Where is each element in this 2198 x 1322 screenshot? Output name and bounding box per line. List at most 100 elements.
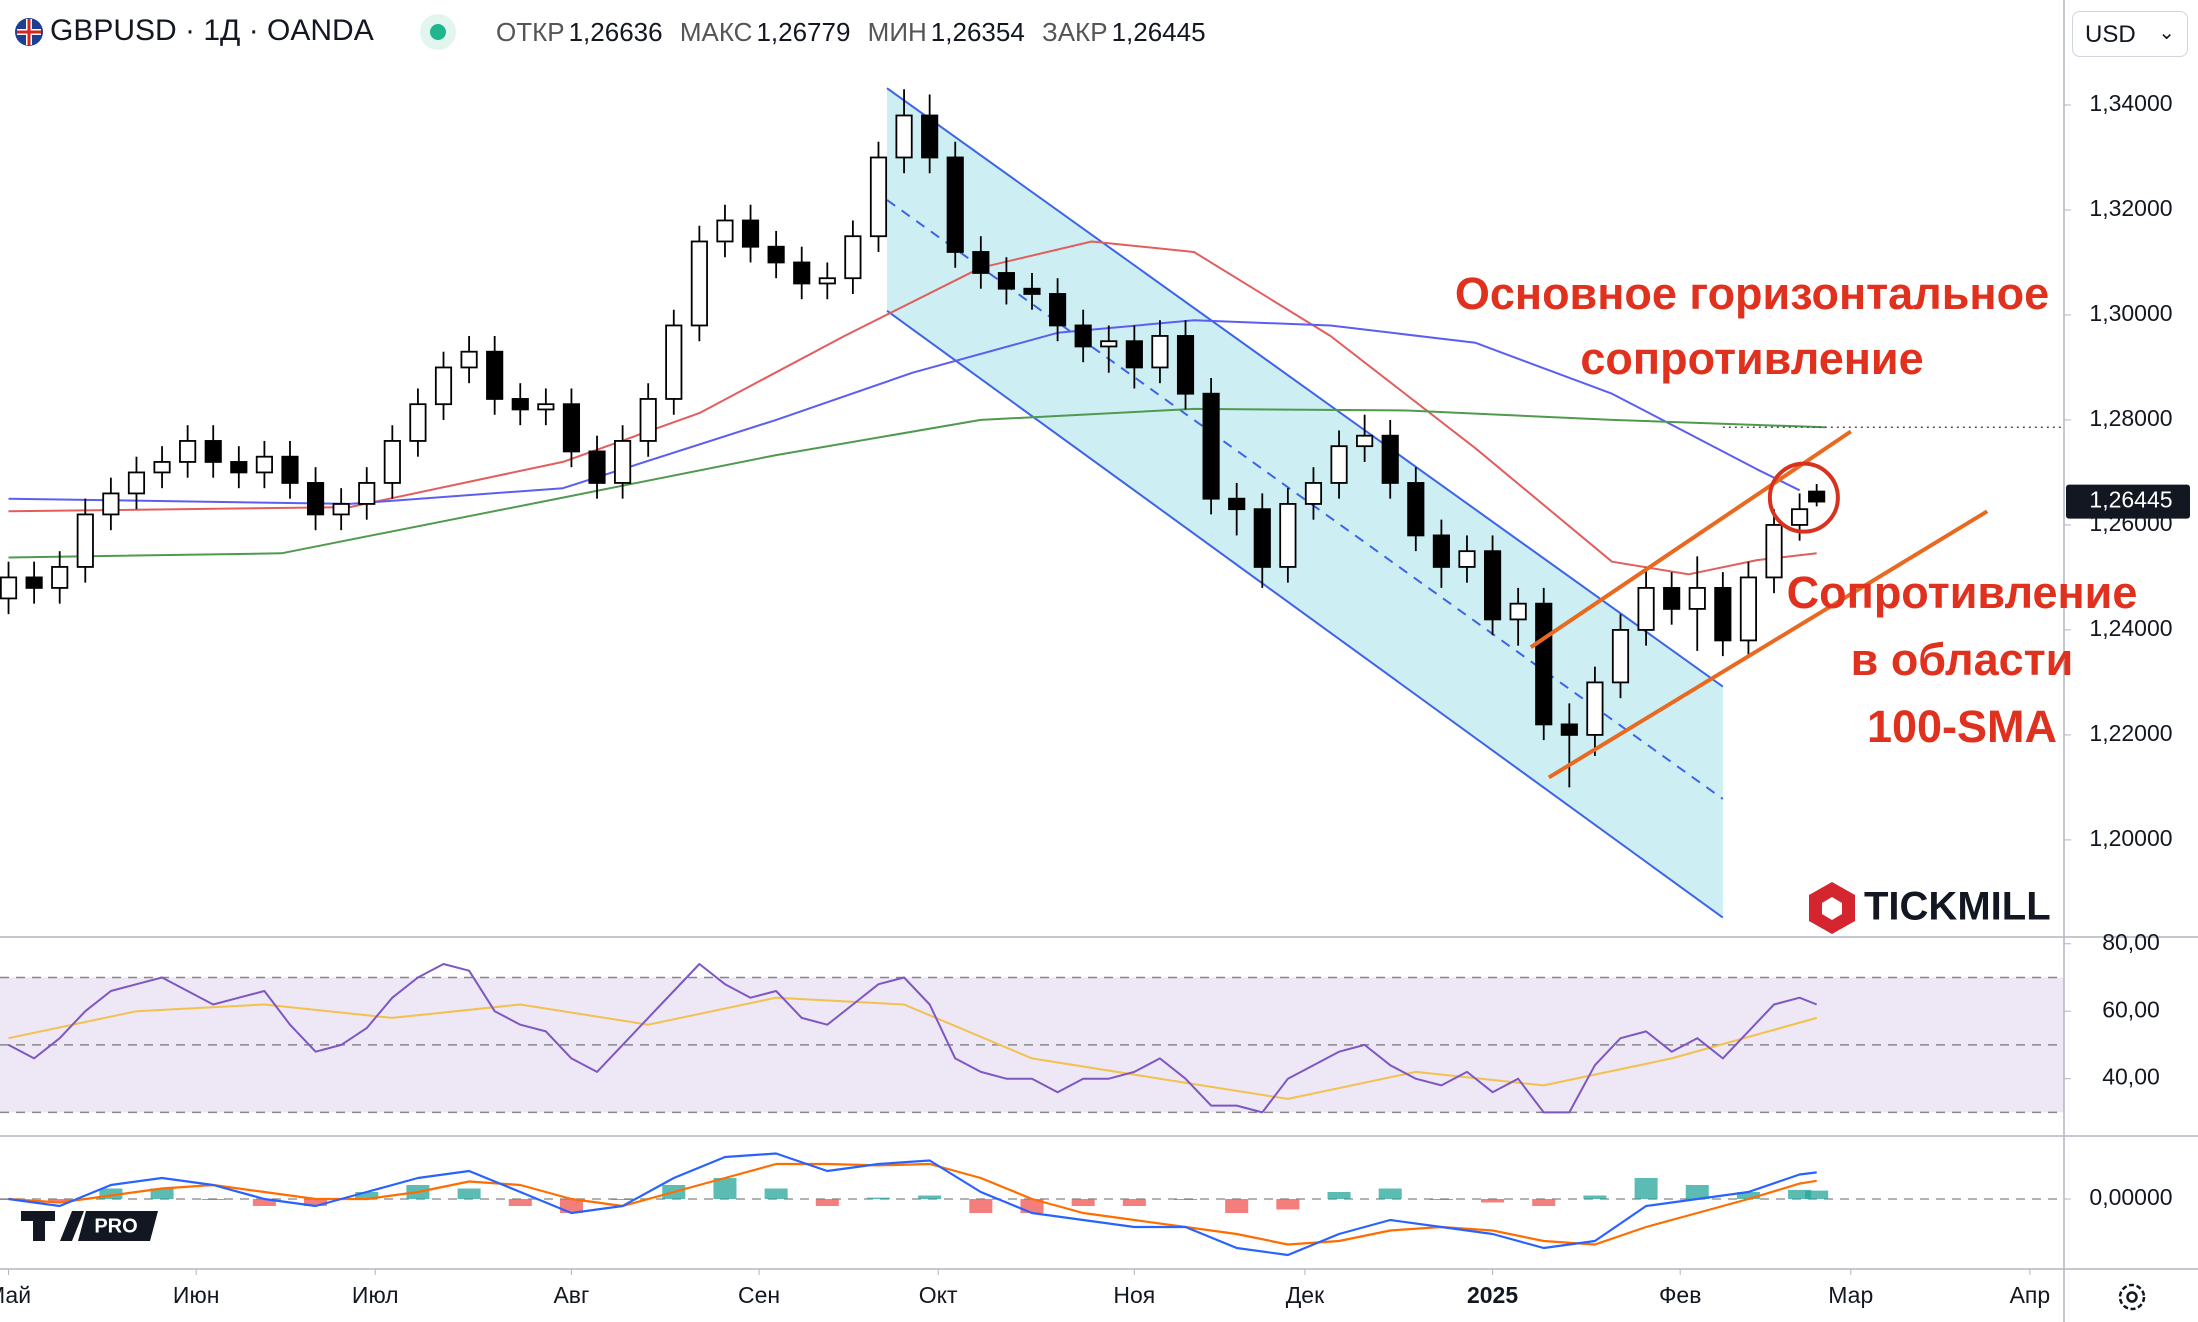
candle-body	[741, 219, 760, 248]
candle-body	[1356, 434, 1374, 448]
ohlc-label: МИН	[867, 17, 927, 47]
trend-line	[1547, 509, 1989, 780]
candle-body	[486, 350, 504, 400]
ohlc-label: МАКС	[679, 17, 753, 47]
x-tick-label: Июл	[352, 1282, 399, 1308]
macd-histogram	[1583, 1195, 1607, 1199]
candle-body	[1791, 508, 1809, 526]
candle-body	[1586, 681, 1604, 736]
currency-select[interactable]: USD ⌄	[2072, 11, 2188, 57]
candle-body	[281, 455, 299, 484]
candle-body	[997, 272, 1015, 290]
plot-area	[0, 87, 2064, 1257]
moving-average	[8, 240, 1817, 576]
candle-body	[869, 156, 888, 238]
candle-body	[716, 219, 734, 243]
chevron: ⌄	[2158, 22, 2175, 44]
macd-histogram	[969, 1199, 993, 1213]
candle-body	[690, 240, 708, 327]
symbol-header[interactable]: GBPUSD · 1Д · OANDA	[14, 14, 374, 48]
x-tick-label: 2025	[1467, 1282, 1518, 1308]
candle-body	[383, 440, 401, 484]
candle-body	[51, 566, 69, 589]
candle-body	[1808, 490, 1826, 503]
candle-body	[818, 277, 836, 285]
moving-average	[8, 319, 1801, 505]
candle-body	[614, 440, 632, 484]
candle-body	[895, 114, 913, 159]
symbol: GBPUSD · 1Д · OANDA	[50, 14, 374, 47]
candle-body	[1125, 340, 1143, 369]
candle-body	[921, 114, 939, 159]
candle-body	[1049, 293, 1067, 327]
candle-body	[537, 403, 555, 411]
last-price-label: 1,26445	[2089, 487, 2172, 513]
candle-body	[844, 235, 862, 280]
tv-logo: PRO	[21, 1211, 158, 1241]
annotation: Сопротивление	[1787, 567, 2138, 618]
candle-body	[562, 403, 581, 453]
candle-body	[1381, 434, 1399, 484]
macd-histogram	[815, 1199, 839, 1206]
y-tick-label: 1,32000	[2089, 195, 2172, 221]
channel-upper	[886, 87, 1724, 688]
highlight-circle	[1767, 461, 1840, 534]
x-tick-label: Мар	[1828, 1282, 1873, 1308]
macd-histogram	[1805, 1190, 1829, 1199]
ohlc-label: ОТКР	[496, 17, 565, 47]
candle-body	[1330, 445, 1348, 484]
gear-inner	[2126, 1291, 2138, 1303]
candle-body	[1253, 508, 1271, 568]
candle-body	[1560, 723, 1578, 736]
macd-line	[8, 1152, 1817, 1257]
candle-body	[1202, 392, 1220, 500]
badge: PRO	[94, 1215, 137, 1237]
candle-body	[153, 461, 171, 474]
candle-body	[1432, 534, 1450, 568]
macd-histogram	[1788, 1189, 1812, 1199]
macd-histogram	[1634, 1178, 1658, 1199]
candle-body	[332, 503, 350, 516]
channel-middle	[886, 199, 1724, 800]
annotation: сопротивление	[1580, 333, 1923, 384]
macd-histogram	[1378, 1188, 1402, 1199]
candle-body	[767, 245, 785, 264]
settings-icon[interactable]	[2118, 1283, 2146, 1311]
macd-histogram	[611, 1199, 635, 1200]
candle-body	[1714, 587, 1732, 642]
macd-histogram	[866, 1197, 890, 1199]
badge-box	[78, 1211, 158, 1241]
macd-histogram	[99, 1188, 123, 1199]
macd-histogram	[252, 1199, 276, 1206]
status-dot	[420, 14, 456, 50]
x-tick-label: Авг	[553, 1282, 589, 1308]
candle-body	[1688, 587, 1706, 610]
ohlc-values: ОТКР 1,26636 МАКС 1,26779 МИН 1,26354 ЗАКР 1…	[486, 17, 1206, 48]
macd-histogram	[1174, 1199, 1198, 1200]
candle-body	[25, 576, 43, 589]
candle-body	[306, 482, 325, 516]
flag-icon	[15, 18, 43, 47]
candle-body	[1765, 524, 1783, 579]
macd-histogram	[1071, 1199, 1095, 1206]
annotation: Основное горизонтальное	[1455, 268, 2049, 319]
candle-body	[102, 492, 120, 516]
y-tick-label: 60,00	[2102, 996, 2160, 1022]
y-tick-label: 0,00000	[2089, 1184, 2172, 1210]
macd-histogram	[1532, 1199, 1556, 1206]
macd-histogram	[508, 1199, 532, 1206]
logo-hexagon-inner	[1822, 897, 1842, 920]
candle-body	[0, 576, 18, 600]
y-tick-label: 1,30000	[2089, 300, 2172, 326]
macd-histogram	[1685, 1185, 1709, 1199]
y-tick-label: 1,28000	[2089, 405, 2172, 431]
candle-body	[1074, 324, 1092, 348]
ohlc-value: 1,26354	[930, 17, 1025, 47]
macd-histogram	[1327, 1192, 1351, 1199]
candle-body	[511, 398, 529, 411]
candle-body	[1151, 335, 1169, 369]
y-tick-label: 1,34000	[2089, 90, 2172, 116]
macd-histogram	[304, 1199, 328, 1206]
macd-histogram	[918, 1195, 942, 1199]
macd-histogram	[1122, 1199, 1146, 1206]
